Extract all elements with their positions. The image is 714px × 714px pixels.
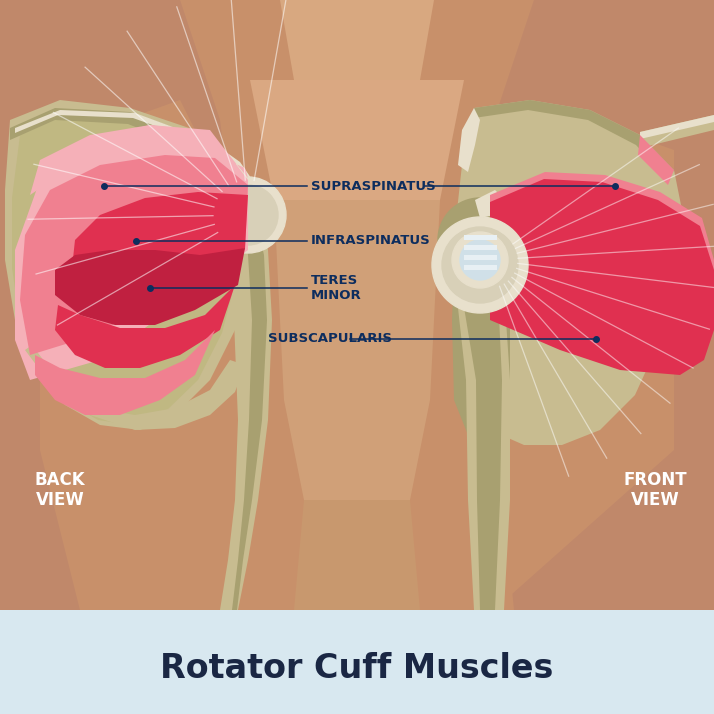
Polygon shape [494, 0, 714, 610]
Polygon shape [294, 500, 420, 610]
Polygon shape [638, 135, 674, 185]
Polygon shape [456, 290, 510, 610]
Polygon shape [490, 172, 714, 270]
Polygon shape [454, 100, 684, 445]
Text: INFRASPINATUS: INFRASPINATUS [311, 234, 431, 248]
Text: SUBSCAPULARIS: SUBSCAPULARIS [268, 332, 392, 345]
Polygon shape [464, 255, 497, 260]
Polygon shape [55, 248, 245, 325]
Text: BACK
VIEW: BACK VIEW [35, 471, 85, 509]
Polygon shape [458, 108, 480, 172]
Polygon shape [12, 115, 242, 425]
Polygon shape [5, 100, 255, 430]
Polygon shape [274, 200, 440, 530]
Text: Rotator Cuff Muscles: Rotator Cuff Muscles [161, 651, 553, 685]
Polygon shape [0, 0, 714, 610]
Text: TERES
MINOR: TERES MINOR [311, 274, 361, 302]
Polygon shape [220, 210, 272, 610]
Polygon shape [452, 220, 510, 450]
Circle shape [438, 198, 522, 282]
Polygon shape [72, 192, 248, 290]
Polygon shape [280, 0, 434, 120]
Circle shape [452, 232, 508, 288]
Circle shape [210, 177, 286, 253]
Polygon shape [10, 108, 240, 178]
Text: FRONT
VIEW: FRONT VIEW [623, 471, 687, 509]
Polygon shape [40, 100, 240, 610]
Polygon shape [0, 0, 230, 610]
Polygon shape [464, 235, 497, 240]
Circle shape [432, 217, 528, 313]
Polygon shape [475, 190, 510, 220]
Polygon shape [640, 115, 714, 148]
Polygon shape [232, 215, 267, 610]
Polygon shape [474, 100, 674, 180]
Circle shape [218, 185, 278, 245]
Polygon shape [20, 155, 248, 355]
Polygon shape [464, 265, 497, 270]
Polygon shape [35, 330, 215, 415]
Polygon shape [640, 115, 714, 139]
Polygon shape [188, 130, 258, 218]
Polygon shape [25, 345, 245, 430]
Polygon shape [15, 125, 248, 380]
Polygon shape [0, 610, 714, 714]
Text: SUPRASPINATUS: SUPRASPINATUS [311, 179, 436, 193]
Polygon shape [55, 285, 235, 368]
Polygon shape [490, 175, 714, 375]
Polygon shape [250, 80, 464, 300]
Polygon shape [15, 110, 200, 142]
Circle shape [442, 227, 518, 303]
Polygon shape [30, 125, 248, 195]
Polygon shape [484, 100, 674, 610]
Circle shape [460, 240, 500, 280]
Polygon shape [462, 295, 502, 610]
Polygon shape [464, 245, 497, 250]
